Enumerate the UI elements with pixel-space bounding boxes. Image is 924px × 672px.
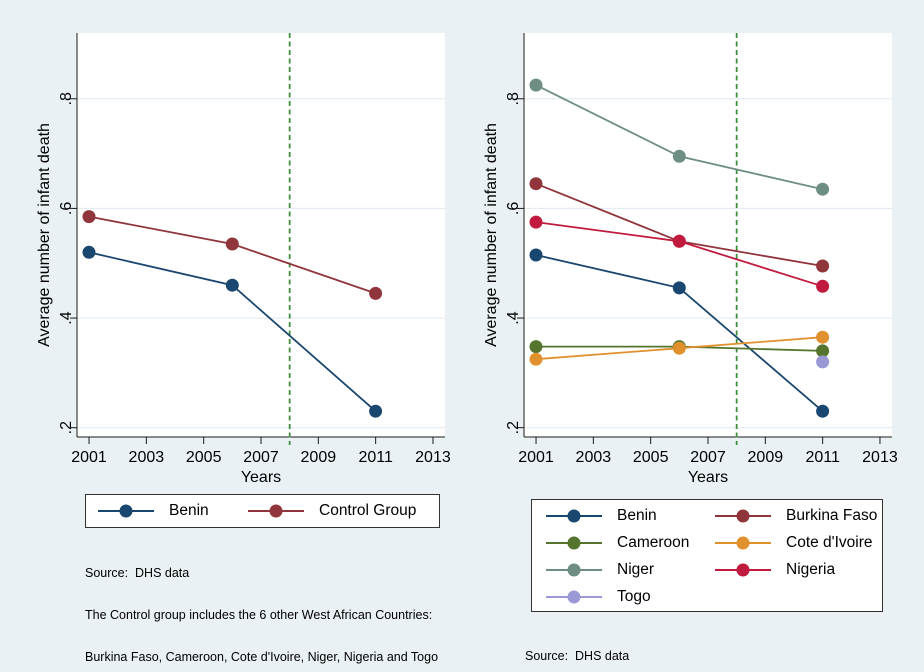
- y-tick-label: .4: [58, 311, 75, 324]
- legend-key-marker: [736, 509, 750, 522]
- series-marker-cote-d-ivoire: [816, 330, 830, 344]
- legend-label: Niger: [617, 560, 655, 578]
- y-tick-label: .8: [58, 92, 75, 105]
- legend-key-marker: [567, 590, 581, 603]
- y-axis-title: Average number of infant death: [483, 123, 500, 347]
- legend-key-marker: [736, 563, 750, 576]
- series-marker-niger: [816, 182, 830, 196]
- series-marker-nigeria: [816, 279, 830, 293]
- x-tick-label: 2001: [518, 449, 554, 466]
- y-axis-title: Average number of infant death: [36, 123, 53, 347]
- series-marker-control-group: [369, 286, 383, 300]
- x-tick-label: 2007: [243, 449, 279, 466]
- series-marker-burkina-faso: [816, 259, 830, 273]
- x-tick-label: 2003: [576, 449, 612, 466]
- legend-key-marker: [119, 504, 133, 518]
- legend-label: Control Group: [319, 502, 417, 519]
- legend-item-togo: Togo: [544, 588, 713, 606]
- x-tick-label: 2003: [129, 449, 165, 466]
- x-tick-label: 2013: [862, 449, 898, 466]
- legend-right: Benin Burkina Faso Cameroon Cote d'Ivoire Ni…: [531, 499, 883, 612]
- series-marker-benin: [82, 245, 96, 259]
- x-tick-label: 2009: [748, 449, 784, 466]
- legend-label: Cameroon: [617, 533, 690, 551]
- series-marker-cote-d-ivoire: [672, 341, 686, 355]
- legend-key-marker: [269, 504, 283, 518]
- y-tick-label: .4: [505, 311, 522, 324]
- legend-key-nigeria: [715, 563, 771, 576]
- chart-notes-right: Source: DHS data: [525, 621, 629, 672]
- y-tick-label: .6: [58, 202, 75, 215]
- legend-item-cote-d-ivoire: Cote d'Ivoire: [713, 534, 882, 552]
- series-marker-control-group: [82, 210, 96, 224]
- legend-key-burkina-faso: [715, 509, 771, 522]
- series-marker-togo: [816, 355, 830, 369]
- legend-label: Cote d'Ivoire: [786, 533, 873, 551]
- legend-item-burkina-faso: Burkina Faso: [713, 507, 882, 525]
- note-source-left: Source: DHS data: [85, 566, 190, 580]
- series-marker-benin: [529, 248, 543, 262]
- legend-item-benin: Benin: [544, 507, 713, 525]
- legend-label: Benin: [169, 502, 209, 519]
- legend-key-marker: [567, 509, 581, 522]
- legend-label: Benin: [617, 506, 657, 524]
- series-marker-control-group: [225, 237, 239, 251]
- series-marker-cote-d-ivoire: [529, 352, 543, 366]
- series-marker-benin: [369, 404, 383, 418]
- legend-key-control-group: [248, 504, 304, 518]
- y-tick-label: .2: [505, 421, 522, 434]
- x-tick-label: 2011: [805, 449, 840, 466]
- x-tick-label: 2005: [186, 449, 222, 466]
- series-marker-nigeria: [672, 234, 686, 248]
- series-marker-niger: [672, 149, 686, 163]
- legend-item-nigeria: Nigeria: [713, 561, 882, 579]
- legend-label: Nigeria: [786, 560, 836, 578]
- legend-key-marker: [567, 536, 581, 549]
- legend-key-cameroon: [546, 536, 602, 549]
- x-tick-label: 2013: [415, 449, 451, 466]
- legend-key-cote-d-ivoire: [715, 536, 771, 549]
- series-marker-benin: [672, 281, 686, 295]
- legend-label: Burkina Faso: [786, 506, 878, 524]
- note-source-right: Source: DHS data: [525, 649, 630, 663]
- x-tick-label: 2011: [358, 449, 393, 466]
- y-tick-label: .2: [58, 421, 75, 434]
- series-marker-cameroon: [816, 344, 830, 358]
- legend-item-benin: Benin: [96, 502, 246, 520]
- legend-key-togo: [546, 590, 602, 603]
- x-tick-label: 2009: [301, 449, 337, 466]
- series-marker-nigeria: [529, 215, 543, 229]
- series-marker-benin: [225, 278, 239, 292]
- legend-key-benin: [98, 504, 154, 518]
- legend-key-marker: [567, 563, 581, 576]
- note-control-countries: Burkina Faso, Cameroon, Cote d'Ivoire, N…: [85, 650, 439, 664]
- x-tick-label: 2007: [690, 449, 726, 466]
- series-marker-benin: [816, 404, 830, 418]
- plot-area: [77, 33, 445, 437]
- series-marker-cameroon: [529, 340, 543, 354]
- legend-item-control-group: Control Group: [246, 502, 439, 520]
- y-tick-label: .6: [505, 202, 522, 215]
- note-control-definition: The Control group includes the 6 other W…: [85, 608, 433, 622]
- plot-area: [524, 33, 892, 437]
- y-tick-label: .8: [505, 92, 522, 105]
- legend-key-niger: [546, 563, 602, 576]
- legend-label: Togo: [617, 587, 651, 605]
- series-marker-burkina-faso: [529, 177, 543, 191]
- chart-notes-left: Source: DHS data The Control group inclu…: [85, 538, 438, 672]
- x-tick-label: 2001: [71, 449, 107, 466]
- x-axis-title: Years: [688, 469, 728, 484]
- legend-key-marker: [736, 536, 750, 549]
- legend-item-niger: Niger: [544, 561, 713, 579]
- chart-all-countries: .2 .4 .6 .8 2001 2003 2005 2007 2009 2011 2013 Year…: [483, 33, 898, 484]
- chart-benin-vs-control: .2 .4 .6 .8 2001 2003 2005 2007 2009 2011 2013 Year…: [36, 33, 451, 484]
- x-axis-title: Years: [241, 469, 281, 484]
- legend-left: Benin Control Group: [85, 494, 440, 528]
- x-tick-label: 2005: [633, 449, 669, 466]
- legend-key-benin: [546, 509, 602, 522]
- legend-item-cameroon: Cameroon: [544, 534, 713, 552]
- series-marker-niger: [529, 78, 543, 92]
